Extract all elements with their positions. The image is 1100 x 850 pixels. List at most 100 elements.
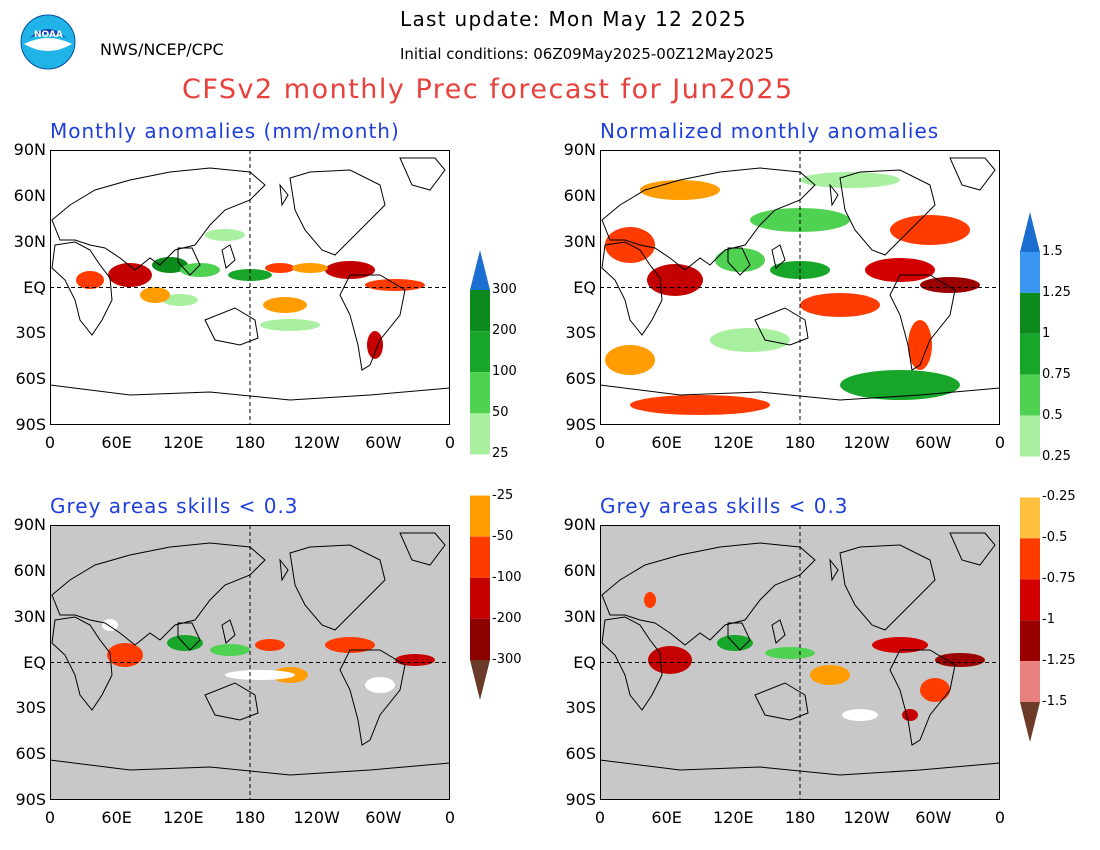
anomaly-region [140, 287, 170, 303]
agency-label: NWS/NCEP/CPC [100, 40, 224, 59]
coastline [177, 247, 201, 276]
lon-tick-label: 120E [163, 433, 204, 452]
coastline [889, 274, 956, 371]
anomaly-region [325, 261, 375, 279]
colorbar-segment [1020, 661, 1040, 702]
colorbar-label: 50 [492, 405, 509, 421]
anomaly-region [76, 271, 104, 289]
anomaly-region [205, 229, 245, 241]
coastline [279, 558, 289, 582]
anomaly-region [365, 677, 395, 693]
map-panel-normalized-skill [599, 525, 1001, 800]
colorbar-segment [1020, 252, 1040, 293]
anomaly-region [715, 248, 765, 272]
lat-tick-label: 30N [13, 606, 46, 626]
coastline [204, 307, 259, 346]
anomaly-region [107, 643, 143, 667]
lat-tick-label: 60S [15, 369, 46, 389]
anomaly-region [210, 644, 250, 656]
coastline [829, 183, 839, 207]
colorbar-label: 200 [492, 323, 517, 339]
lat-tick-label: EQ [573, 277, 596, 297]
map-frame [600, 150, 1000, 425]
anomaly-region [102, 619, 118, 631]
colorbar-label: -25 [492, 487, 514, 503]
anomaly-region [260, 319, 320, 331]
lon-tick-label: 60E [651, 433, 682, 452]
lat-tick-label: 60N [563, 560, 596, 580]
lat-tick-label: 90N [563, 515, 596, 534]
lon-tick-label: 180 [784, 808, 816, 827]
coastline [289, 169, 386, 256]
anomaly-region [648, 646, 692, 674]
colorbar-label: -100 [492, 569, 522, 585]
colorbar-label: -1.25 [1042, 653, 1076, 669]
noaa-logo-icon [20, 14, 76, 70]
coastline [289, 544, 386, 631]
lon-tick-label: 60E [651, 808, 682, 827]
lat-tick-label: 30S [565, 323, 596, 343]
coastline [771, 619, 786, 644]
lon-tick-label: 0 [594, 433, 606, 452]
logo-text: NOAA [34, 30, 63, 40]
anomaly-region [255, 639, 285, 651]
colorbar-arrow-bottom [470, 660, 490, 700]
panel-title-normalized: Normalized monthly anomalies [600, 119, 940, 143]
coastline [51, 167, 266, 271]
lat-tick-label: 90S [15, 790, 46, 809]
lon-tick-label: 60W [365, 433, 402, 452]
colorbar-label: 1 [1042, 325, 1051, 341]
colorbar-segment [1020, 579, 1040, 621]
anomaly-region [292, 263, 328, 273]
initial-conditions: Initial conditions: 06Z09May2025-00Z12Ma… [400, 45, 774, 63]
lat-tick-label: 30S [15, 698, 46, 718]
anomaly-region [647, 264, 703, 296]
coastline [279, 183, 289, 207]
anomaly-region [890, 215, 970, 245]
map-frame [600, 525, 1000, 800]
anomaly-region [840, 370, 960, 400]
map-panel-normalized [599, 150, 1001, 425]
colorbar-segment [1020, 538, 1040, 580]
lon-tick-label: 0 [444, 433, 456, 452]
map-panel-anomaly-skill [49, 525, 451, 800]
coastline [727, 622, 751, 651]
lon-tick-label: 0 [994, 808, 1006, 827]
lat-tick-label: 90S [565, 790, 596, 809]
lon-tick-label: 0 [44, 808, 56, 827]
lat-tick-label: EQ [23, 277, 46, 297]
coastline [839, 169, 936, 256]
coastline [829, 558, 839, 582]
page-title: CFSv2 monthly Prec forecast for Jun2025 [182, 74, 794, 105]
coastline [51, 241, 113, 336]
lon-tick-label: 0 [44, 433, 56, 452]
lon-tick-label: 60W [915, 433, 952, 452]
anomaly-region [710, 328, 790, 352]
coastline [221, 619, 236, 644]
colorbar-label: -1 [1042, 612, 1055, 628]
lon-tick-label: 120W [843, 808, 890, 827]
colorbar-label: 0.5 [1042, 407, 1063, 423]
noaa-logo: NOAA [20, 14, 76, 70]
colorbar-mm [470, 250, 490, 700]
lon-tick-label: 120E [713, 808, 754, 827]
anomaly-region [908, 320, 932, 370]
colorbar-label: -0.5 [1042, 530, 1068, 546]
coastline [51, 616, 113, 711]
panel-title-normalized-skill: Grey areas skills < 0.3 [600, 494, 849, 518]
colorbar-segment [1020, 415, 1040, 457]
last-update: Last update: Mon May 12 2025 [400, 7, 747, 31]
lat-tick-label: 90S [565, 415, 596, 434]
map-frame [50, 525, 450, 800]
colorbar-label: 100 [492, 364, 517, 380]
anomaly-region [920, 678, 950, 702]
colorbar-segment [470, 454, 490, 496]
anomaly-region [644, 592, 656, 608]
colorbar-label: 25 [492, 446, 509, 462]
lat-tick-label: 60S [565, 369, 596, 389]
lat-tick-label: 30N [563, 606, 596, 626]
anomaly-region [167, 635, 203, 651]
lat-tick-label: 60S [565, 744, 596, 764]
lon-tick-label: 0 [444, 808, 456, 827]
coastline [601, 616, 663, 711]
